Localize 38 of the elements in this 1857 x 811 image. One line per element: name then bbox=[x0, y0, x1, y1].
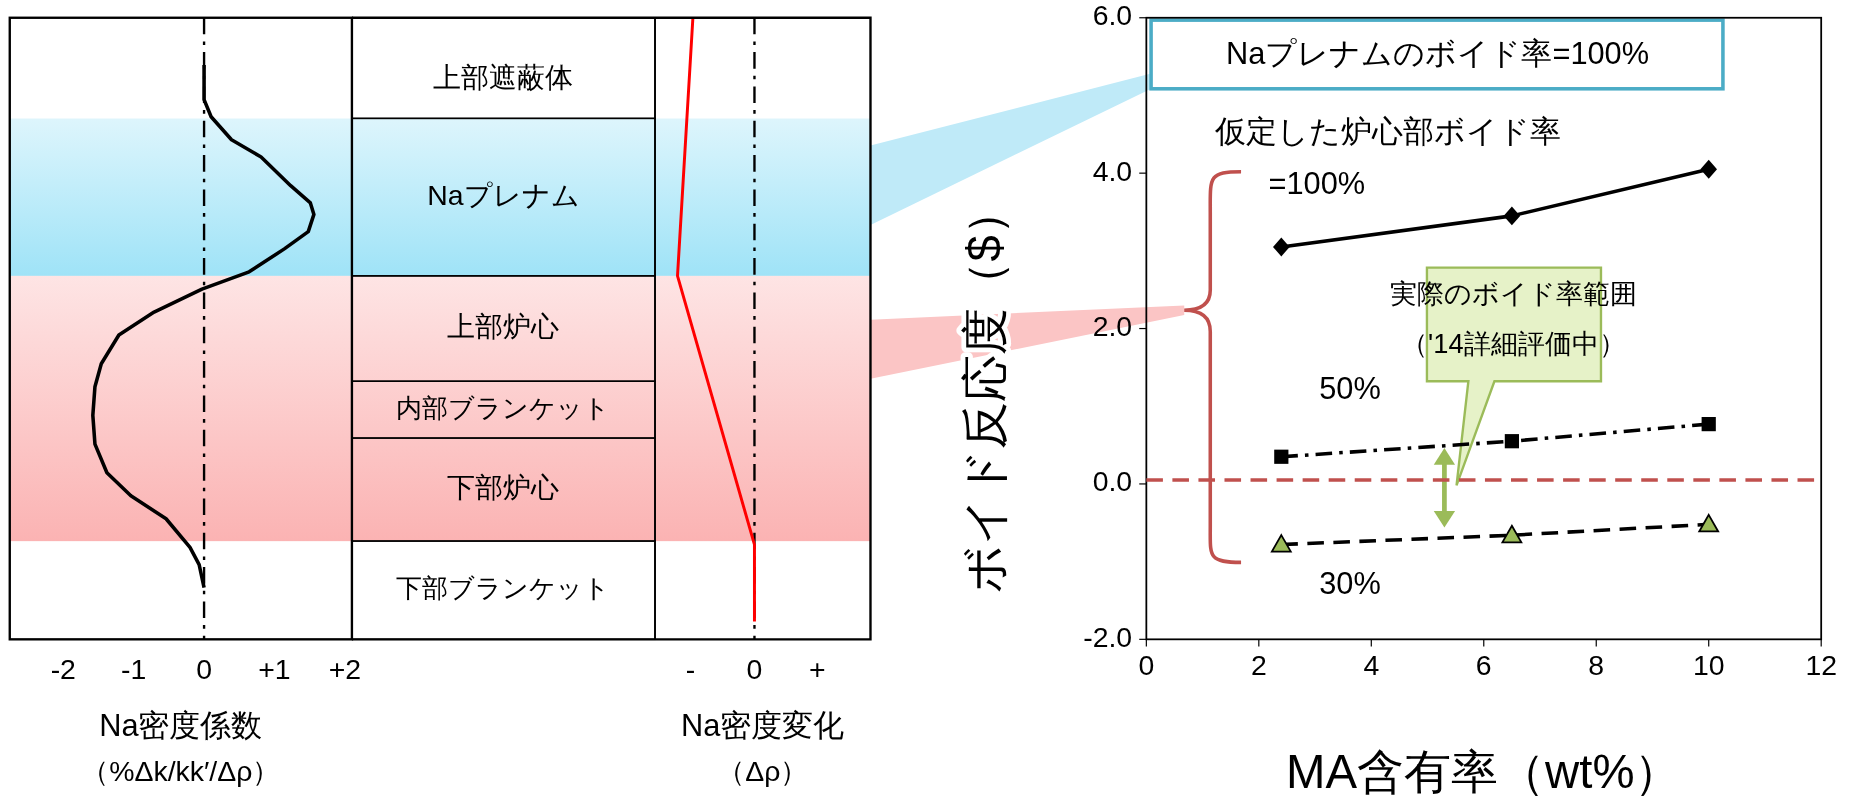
text: Naプレナム bbox=[427, 178, 580, 211]
y-axis-title: ボイド反応度（$） bbox=[958, 188, 1012, 594]
x-tick-label: 0 bbox=[1138, 649, 1155, 682]
x-tick-label: 6 bbox=[1475, 649, 1492, 682]
y-tick-label: 2.0 bbox=[1092, 310, 1133, 343]
annotation: （'14詳細評価中） bbox=[1401, 327, 1626, 359]
text: - bbox=[685, 652, 696, 685]
y-tick-label: 0.0 bbox=[1092, 465, 1133, 498]
series-label: 50% bbox=[1319, 370, 1381, 406]
text: 下部ブランケット bbox=[396, 573, 611, 604]
annotation: Naプレナムのボイド率=100% bbox=[1226, 35, 1650, 71]
text: 上部遮蔽体 bbox=[433, 61, 574, 94]
x-tick-label: -2 bbox=[50, 652, 76, 685]
x-tick-label: 0 bbox=[196, 652, 212, 685]
y-tick-label: 6.0 bbox=[1092, 0, 1133, 32]
text: （Δρ） bbox=[717, 754, 809, 787]
x-tick-label: 4 bbox=[1363, 649, 1380, 682]
x-axis-title: MA含有率（wt%） bbox=[1286, 745, 1682, 798]
x-tick-label: 10 bbox=[1692, 649, 1725, 682]
text: 上部炉心 bbox=[447, 310, 560, 343]
text: Na密度変化 bbox=[681, 708, 845, 744]
text: 内部ブランケット bbox=[396, 392, 611, 423]
y-tick-label: 4.0 bbox=[1092, 154, 1133, 187]
x-tick-label: +2 bbox=[328, 652, 362, 685]
y-tick-label: -2.0 bbox=[1083, 620, 1133, 653]
annotation: 実際のボイド率範囲 bbox=[1389, 278, 1637, 310]
annotation: 仮定した炉心部ボイド率 bbox=[1213, 113, 1561, 149]
text: + bbox=[808, 652, 826, 685]
text: （%Δk/kk′/Δρ） bbox=[81, 754, 281, 787]
x-tick-label: 2 bbox=[1250, 649, 1267, 682]
series-label: 30% bbox=[1319, 566, 1381, 602]
x-tick-label: 8 bbox=[1588, 649, 1605, 682]
x-tick-label: -1 bbox=[121, 652, 147, 685]
text: 下部炉心 bbox=[447, 471, 560, 504]
x-tick-label: +1 bbox=[258, 652, 291, 685]
x-tick-label: 12 bbox=[1805, 649, 1837, 682]
series-label: =100% bbox=[1268, 166, 1366, 201]
x-axis-title: Na密度係数 bbox=[99, 708, 263, 744]
